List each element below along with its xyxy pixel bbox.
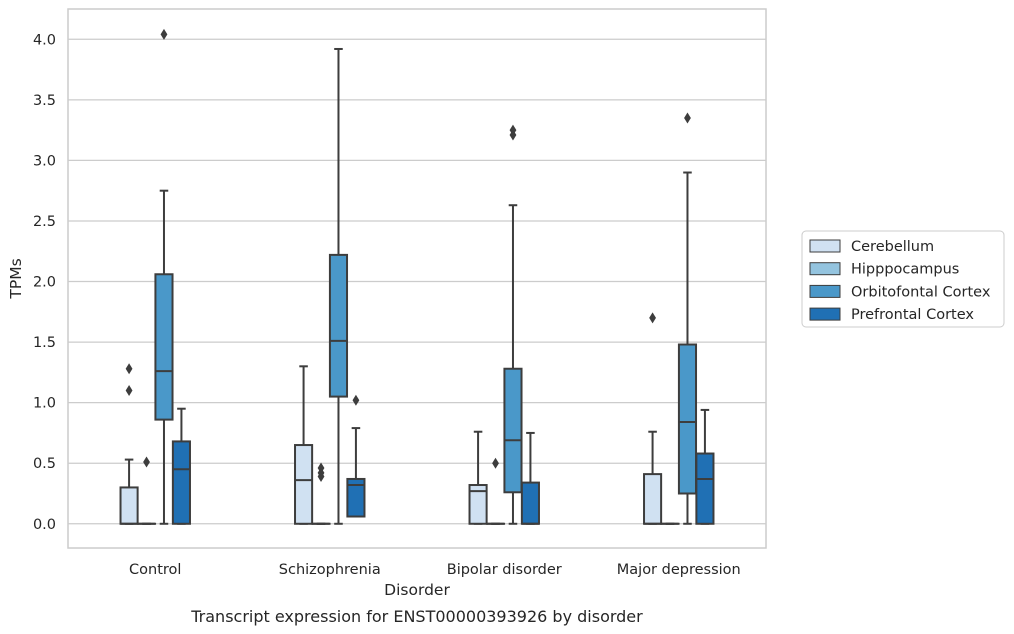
outlier-point: [160, 28, 168, 40]
legend-swatch: [809, 284, 841, 298]
box-body: [643, 473, 663, 525]
legend: Cerebellum Hipppocampus Orbitofontal Corte…: [801, 230, 1005, 328]
box-cerebellum-major-depression: [643, 312, 663, 525]
box-body: [503, 367, 523, 494]
y-tick-label: 0.5: [33, 456, 56, 472]
legend-swatch: [809, 239, 841, 253]
box-prefrontal-cortex-bipolar-disorder: [520, 431, 540, 525]
legend-label: Hipppocampus: [851, 262, 959, 278]
box-hipppocampus-schizophrenia: [311, 462, 331, 525]
outlier-point: [143, 456, 150, 468]
x-tick-label: Bipolar disorder: [447, 562, 562, 578]
box-cerebellum-schizophrenia: [294, 365, 314, 525]
figure-caption: Transcript expression for ENST0000039392…: [190, 607, 643, 626]
y-tick-label: 2.0: [33, 275, 56, 291]
box-body: [154, 273, 174, 421]
box-cerebellum-bipolar-disorder: [468, 430, 488, 525]
legend-label: Orbitofontal Cortex: [851, 284, 991, 300]
outlier-point: [317, 462, 325, 474]
legend-item-orbitofontal-cortex: Orbitofontal Cortex: [809, 284, 991, 300]
outlier-point: [649, 312, 656, 324]
box-prefrontal-cortex-schizophrenia: [346, 394, 366, 518]
box-hipppocampus-control: [136, 456, 157, 525]
box-orbitofontal-cortex-bipolar-disorder: [503, 124, 523, 525]
box-body: [171, 440, 191, 525]
box-body: [294, 444, 314, 525]
plot-frame: [67, 8, 767, 549]
y-tick-label: 3.5: [33, 93, 56, 109]
y-axis-ticks: 0.0 0.5 1.0 1.5 2.0 2.5 3.0 3.5 4.0: [33, 32, 56, 532]
y-tick-label: 1.5: [33, 335, 56, 351]
x-axis-title: Disorder: [384, 581, 450, 599]
box-orbitofontal-cortex-schizophrenia: [328, 47, 349, 525]
x-tick-label: Schizophrenia: [279, 562, 381, 578]
y-tick-label: 0.0: [33, 517, 56, 533]
y-tick-label: 3.0: [33, 153, 56, 169]
box-body: [346, 477, 366, 518]
y-tick-label: 4.0: [33, 32, 56, 48]
legend-label: Cerebellum: [851, 239, 934, 255]
box-hipppocampus-bipolar-disorder: [485, 457, 506, 525]
box-body: [695, 452, 715, 525]
outlier-point: [125, 385, 133, 397]
outlier-point: [492, 457, 499, 469]
box-orbitofontal-cortex-control: [154, 28, 174, 525]
box-cerebellum-control: [119, 363, 139, 525]
box-prefrontal-cortex-major-depression: [695, 408, 715, 525]
box-body: [328, 253, 349, 398]
y-axis-title: TPMs: [7, 258, 25, 299]
box-prefrontal-cortex-control: [171, 407, 191, 525]
x-tick-label: Major depression: [617, 562, 741, 578]
outlier-point: [684, 112, 691, 124]
legend-swatch: [809, 262, 841, 276]
outlier-point: [509, 124, 517, 136]
outlier-point: [352, 394, 360, 406]
legend-frame: [801, 230, 1005, 328]
y-tick-label: 2.5: [33, 214, 56, 230]
y-tick-label: 1.0: [33, 396, 56, 412]
legend-item-prefrontal-cortex: Prefrontal Cortex: [809, 307, 974, 323]
legend-label: Prefrontal Cortex: [851, 307, 974, 323]
legend-swatch: [809, 307, 841, 321]
box-body: [677, 343, 698, 495]
legend-item-cerebellum: Cerebellum: [809, 239, 934, 255]
legend-item-hipppocampus: Hipppocampus: [809, 262, 959, 278]
box-orbitofontal-cortex-major-depression: [677, 112, 698, 525]
box-layer: [119, 28, 715, 525]
outlier-point: [125, 363, 133, 375]
x-tick-label: Control: [129, 562, 181, 578]
box-body: [468, 484, 488, 525]
box-body: [119, 486, 139, 525]
x-axis-ticks: Control Schizophrenia Bipolar disorder Majo…: [129, 562, 741, 578]
box-body: [520, 481, 540, 525]
